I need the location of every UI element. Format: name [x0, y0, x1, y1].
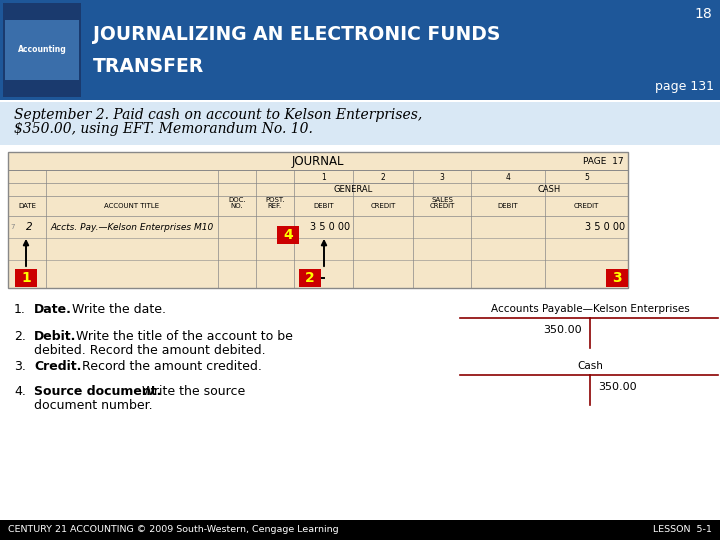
- Text: CENTURY 21 ACCOUNTING © 2009 South-Western, Cengage Learning: CENTURY 21 ACCOUNTING © 2009 South-Weste…: [8, 525, 338, 535]
- Bar: [15, 269, 37, 287]
- Text: Write the source: Write the source: [138, 385, 246, 398]
- Text: JOURNALIZING AN ELECTRONIC FUNDS: JOURNALIZING AN ELECTRONIC FUNDS: [93, 25, 500, 44]
- Text: $350.00, using EFT. Memorandum No. 10.: $350.00, using EFT. Memorandum No. 10.: [14, 122, 313, 136]
- Text: Accounting: Accounting: [17, 45, 66, 55]
- Text: POST.
REF.: POST. REF.: [265, 197, 284, 210]
- Text: 1.: 1.: [14, 303, 26, 316]
- Text: document number.: document number.: [34, 399, 153, 412]
- Text: Write the date.: Write the date.: [68, 303, 166, 316]
- Text: 350.00: 350.00: [598, 382, 636, 392]
- Text: 2: 2: [305, 271, 315, 285]
- Text: PAGE  17: PAGE 17: [583, 157, 624, 165]
- Text: 2: 2: [26, 222, 32, 232]
- Text: CREDIT: CREDIT: [370, 203, 396, 209]
- Text: 18: 18: [694, 7, 712, 21]
- Text: TRANSFER: TRANSFER: [93, 57, 204, 76]
- Text: GENERAL: GENERAL: [334, 186, 373, 194]
- Text: 3: 3: [440, 172, 444, 181]
- Text: DEBIT: DEBIT: [313, 203, 334, 209]
- Text: 3 5 0 00: 3 5 0 00: [310, 222, 350, 232]
- Text: DATE: DATE: [18, 203, 36, 209]
- Text: page 131: page 131: [655, 80, 714, 93]
- Bar: [0, 0, 720, 100]
- Text: 4: 4: [283, 228, 293, 242]
- Text: 1: 1: [321, 172, 326, 181]
- Text: 2: 2: [381, 172, 385, 181]
- Text: DOC.
NO.: DOC. NO.: [228, 197, 246, 210]
- Bar: [8, 152, 628, 288]
- Text: 350.00: 350.00: [544, 325, 582, 335]
- Text: Date.: Date.: [34, 303, 72, 316]
- Text: DEBIT: DEBIT: [498, 203, 518, 209]
- Text: Cash: Cash: [577, 361, 603, 371]
- Text: 7: 7: [10, 224, 14, 230]
- Bar: [0, 102, 720, 145]
- Text: 3.: 3.: [14, 360, 26, 373]
- Text: JOURNAL: JOURNAL: [292, 154, 344, 167]
- Text: Accounts Payable—Kelson Enterprises: Accounts Payable—Kelson Enterprises: [490, 304, 689, 314]
- Text: 5: 5: [584, 172, 589, 181]
- Bar: [299, 269, 321, 287]
- Bar: [606, 269, 628, 287]
- Text: Credit.: Credit.: [34, 360, 81, 373]
- Text: 2.: 2.: [14, 330, 26, 343]
- Text: CASH: CASH: [538, 186, 561, 194]
- Text: September 2. Paid cash on account to Kelson Enterprises,: September 2. Paid cash on account to Kel…: [14, 108, 422, 122]
- Text: 3 5 0 00: 3 5 0 00: [585, 222, 625, 232]
- Bar: [0, 520, 720, 540]
- Text: 4.: 4.: [14, 385, 26, 398]
- Text: CREDIT: CREDIT: [574, 203, 599, 209]
- Text: Record the amount credited.: Record the amount credited.: [78, 360, 262, 373]
- Text: 4: 4: [505, 172, 510, 181]
- Text: 1: 1: [21, 271, 31, 285]
- Text: Accts. Pay.—Kelson Enterprises M10: Accts. Pay.—Kelson Enterprises M10: [50, 222, 213, 232]
- Text: ACCOUNT TITLE: ACCOUNT TITLE: [104, 203, 160, 209]
- Text: Write the title of the account to be: Write the title of the account to be: [72, 330, 293, 343]
- Bar: [3, 3, 81, 97]
- Text: Source document.: Source document.: [34, 385, 161, 398]
- Text: Debit.: Debit.: [34, 330, 76, 343]
- Text: debited. Record the amount debited.: debited. Record the amount debited.: [34, 344, 266, 357]
- Text: 3: 3: [612, 271, 622, 285]
- Bar: [277, 226, 299, 244]
- Text: LESSON  5-1: LESSON 5-1: [653, 525, 712, 535]
- Bar: [5, 20, 79, 80]
- Text: SALES
CREDIT: SALES CREDIT: [429, 197, 455, 210]
